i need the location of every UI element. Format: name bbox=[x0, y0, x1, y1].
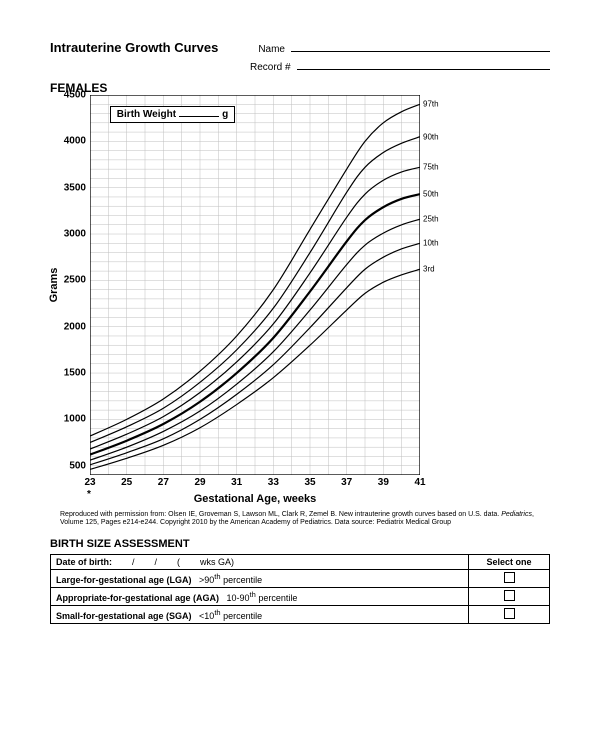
assessment-checkbox-cell[interactable] bbox=[469, 605, 550, 623]
x-tick-label: 31 bbox=[231, 477, 242, 488]
x-tick-label: 41 bbox=[414, 477, 425, 488]
x-tick-label: 23 bbox=[84, 477, 95, 488]
dob-cell[interactable]: Date of birth: / / ( wks GA) bbox=[51, 554, 469, 569]
table-row: Small-for-gestational age (SGA) <10th pe… bbox=[51, 605, 550, 623]
x-tick-label: 39 bbox=[378, 477, 389, 488]
y-tick-label: 4000 bbox=[64, 136, 86, 147]
citation-journal: Pediatrics bbox=[501, 511, 532, 518]
chart-svg bbox=[90, 95, 420, 475]
percentile-label: 25th bbox=[423, 215, 439, 224]
birthweight-label-pre: Birth Weight bbox=[117, 109, 176, 120]
table-row: Large-for-gestational age (LGA) >90th pe… bbox=[51, 569, 550, 587]
y-tick-label: 2500 bbox=[64, 275, 86, 286]
citation-line1: Reproduced with permission from: Olsen I… bbox=[60, 511, 499, 518]
name-field[interactable] bbox=[291, 41, 550, 52]
x-tick-label: 35 bbox=[304, 477, 315, 488]
x-tick-label: 27 bbox=[158, 477, 169, 488]
birthweight-label-post: g bbox=[222, 109, 228, 120]
percentile-label: 3rd bbox=[423, 265, 435, 274]
page-title: Intrauterine Growth Curves bbox=[50, 40, 218, 55]
citation: Reproduced with permission from: Olsen I… bbox=[50, 511, 550, 528]
percentile-label: 90th bbox=[423, 132, 439, 141]
select-one-header: Select one bbox=[469, 554, 550, 569]
x-tick-label: 37 bbox=[341, 477, 352, 488]
y-tick-label: 3500 bbox=[64, 182, 86, 193]
record-field[interactable] bbox=[297, 59, 550, 70]
y-tick-label: 2000 bbox=[64, 321, 86, 332]
name-label: Name bbox=[258, 44, 285, 55]
y-tick-label: 1500 bbox=[64, 368, 86, 379]
gender-label: FEMALES bbox=[50, 81, 550, 95]
assessment-row-label: Large-for-gestational age (LGA) >90th pe… bbox=[51, 569, 469, 587]
table-row: Appropriate-for-gestational age (AGA) 10… bbox=[51, 587, 550, 605]
x-tick-label: 33 bbox=[268, 477, 279, 488]
percentile-label: 97th bbox=[423, 100, 439, 109]
x-tick-label: 25 bbox=[121, 477, 132, 488]
y-tick-label: 500 bbox=[69, 460, 86, 471]
y-tick-label: 4500 bbox=[64, 90, 86, 101]
assessment-checkbox-cell[interactable] bbox=[469, 569, 550, 587]
checkbox-icon[interactable] bbox=[504, 590, 515, 601]
assessment-table: Date of birth: / / ( wks GA)Select oneLa… bbox=[50, 554, 550, 624]
assessment-row-label: Appropriate-for-gestational age (AGA) 10… bbox=[51, 587, 469, 605]
checkbox-icon[interactable] bbox=[504, 572, 515, 583]
y-axis-label: Grams bbox=[48, 268, 60, 303]
birthweight-box: Birth Weight g bbox=[110, 106, 235, 123]
growth-chart: Grams Birth Weight g 97th90th75th50th25t… bbox=[90, 95, 420, 475]
percentile-label: 10th bbox=[423, 239, 439, 248]
percentile-label: 75th bbox=[423, 163, 439, 172]
assessment-title: BIRTH SIZE ASSESSMENT bbox=[50, 538, 550, 550]
x-axis-label: Gestational Age, weeks bbox=[90, 493, 420, 505]
birthweight-field[interactable] bbox=[179, 116, 219, 117]
asterisk: * bbox=[87, 489, 91, 500]
y-tick-label: 1000 bbox=[64, 414, 86, 425]
x-tick-label: 29 bbox=[194, 477, 205, 488]
assessment-row-label: Small-for-gestational age (SGA) <10th pe… bbox=[51, 605, 469, 623]
y-tick-label: 3000 bbox=[64, 229, 86, 240]
record-label: Record # bbox=[250, 62, 291, 73]
assessment-checkbox-cell[interactable] bbox=[469, 587, 550, 605]
checkbox-icon[interactable] bbox=[504, 608, 515, 619]
percentile-label: 50th bbox=[423, 190, 439, 199]
